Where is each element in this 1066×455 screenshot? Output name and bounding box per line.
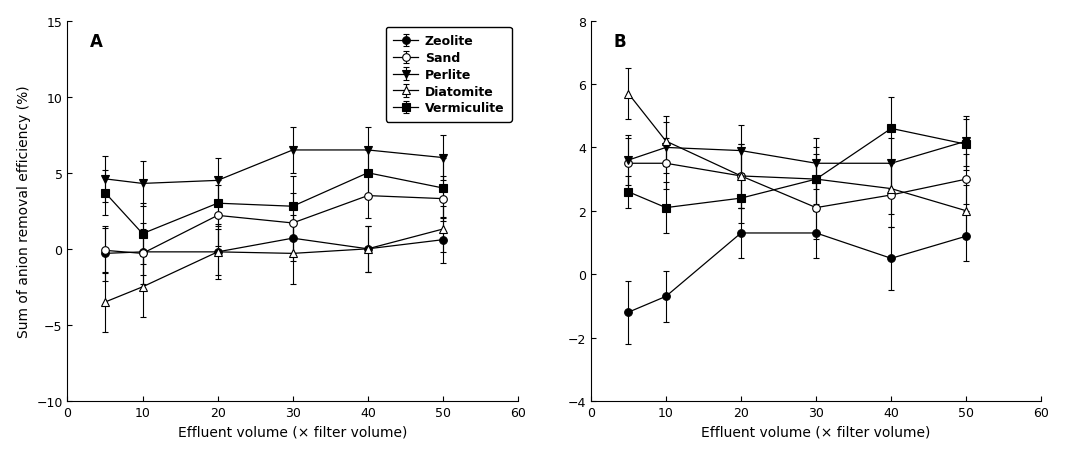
X-axis label: Effluent volume (× filter volume): Effluent volume (× filter volume) <box>178 425 407 438</box>
Legend: Zeolite, Sand, Perlite, Diatomite, Vermiculite: Zeolite, Sand, Perlite, Diatomite, Vermi… <box>386 28 512 123</box>
Text: A: A <box>90 33 102 51</box>
X-axis label: Effluent volume (× filter volume): Effluent volume (× filter volume) <box>701 425 931 438</box>
Y-axis label: Sum of anion removal efficiency (%): Sum of anion removal efficiency (%) <box>17 85 31 337</box>
Text: B: B <box>613 33 626 51</box>
